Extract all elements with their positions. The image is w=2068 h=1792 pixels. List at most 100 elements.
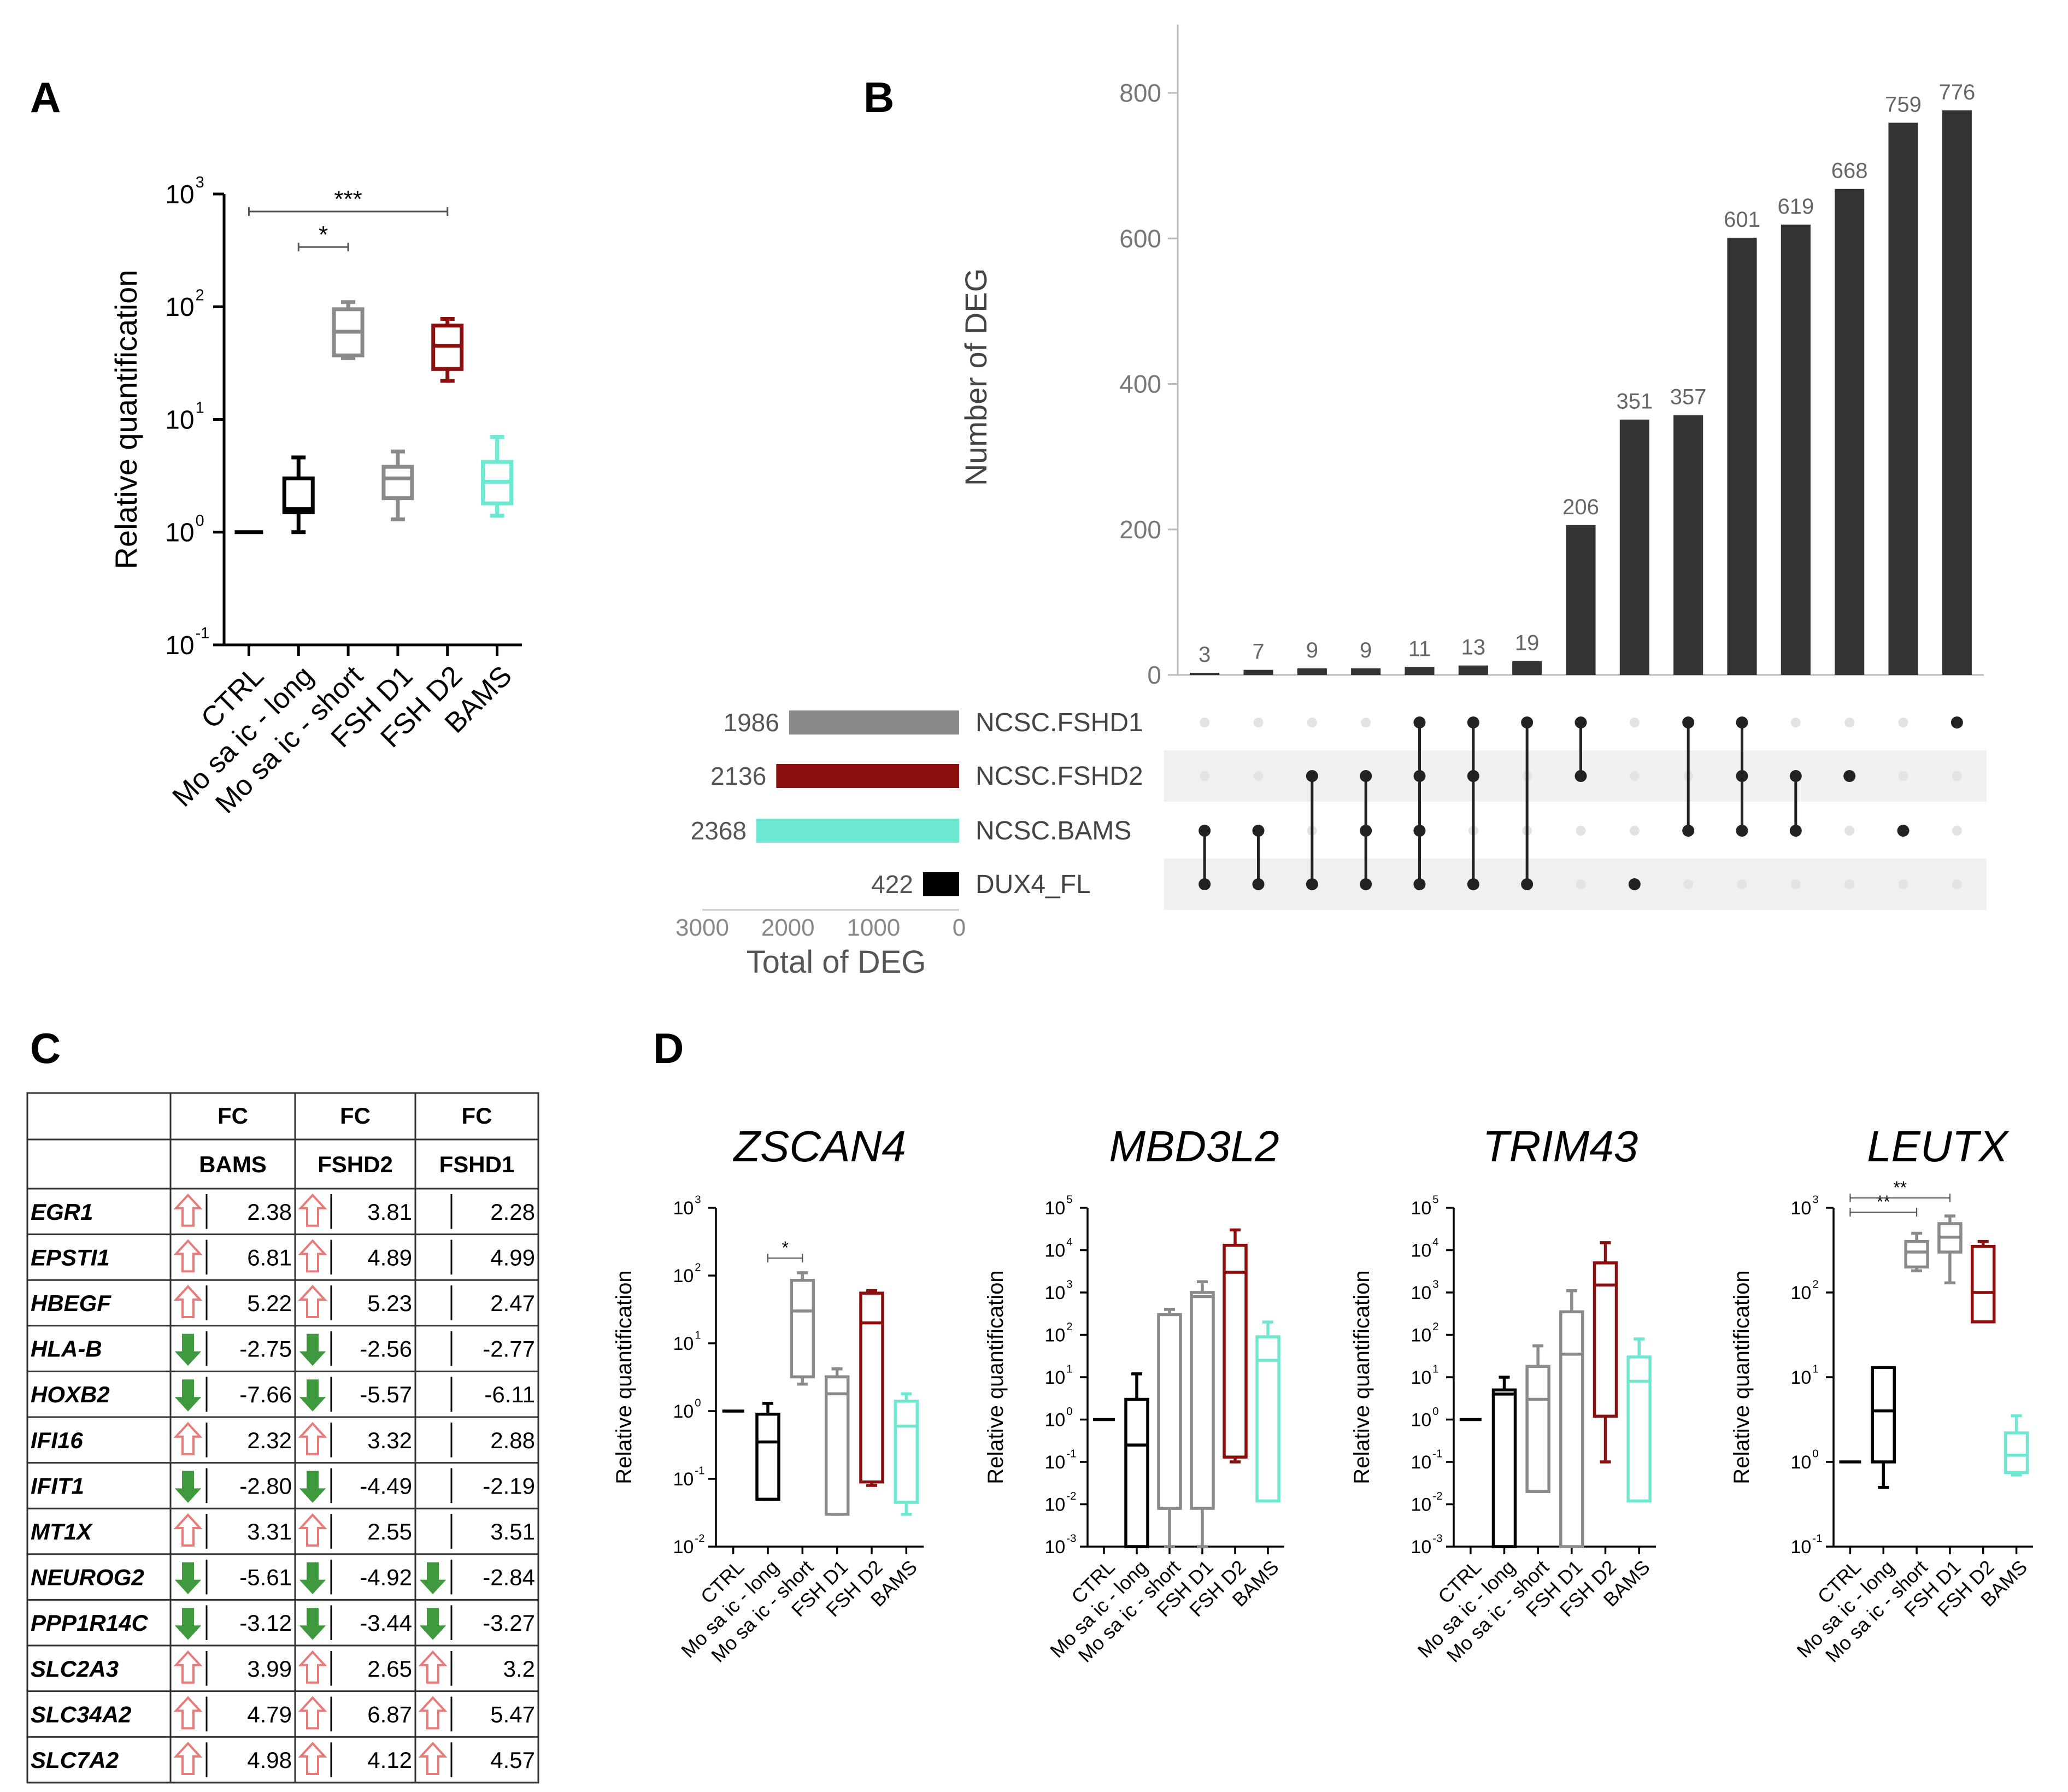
dot-active xyxy=(1628,878,1641,890)
table-value: -4.49 xyxy=(360,1473,412,1499)
table-gene: IFIT1 xyxy=(31,1473,84,1499)
y-tick-exponent: 1 xyxy=(1066,1364,1072,1376)
box-4 xyxy=(1223,1243,1248,1459)
table-value: 2.65 xyxy=(367,1656,412,1682)
y-tick-exponent: 3 xyxy=(1066,1279,1072,1291)
box-2 xyxy=(1904,1239,1929,1269)
table-value: -2.56 xyxy=(360,1336,412,1362)
arrow-down-icon xyxy=(174,1562,202,1595)
y-tick-exponent: -1 xyxy=(1432,1448,1442,1460)
y-tick-exponent: 3 xyxy=(695,1194,701,1206)
arrow-down-icon xyxy=(174,1471,202,1503)
arrow-down-icon xyxy=(419,1608,446,1640)
chart-title: LEUTX xyxy=(1867,1122,2009,1171)
bar-6 xyxy=(1512,661,1542,675)
table-value: -5.57 xyxy=(360,1382,412,1407)
sig-label-0: ** xyxy=(1877,1192,1890,1212)
y-tick-label: 10 xyxy=(1411,1409,1431,1430)
bar-label-9: 357 xyxy=(1670,385,1707,409)
table-value: -6.11 xyxy=(484,1382,535,1407)
box-4 xyxy=(1971,1244,1996,1324)
y-tick-label: 10 xyxy=(1411,1537,1431,1558)
panel-label-d: D xyxy=(653,1024,684,1072)
dot-inactive xyxy=(1253,771,1264,781)
table-value: 5.22 xyxy=(247,1290,292,1316)
dot-inactive xyxy=(1629,826,1640,836)
table-gene: IFI16 xyxy=(31,1427,83,1453)
arrow-down-icon xyxy=(174,1379,202,1412)
box-5 xyxy=(1255,1335,1280,1503)
table-value: 4.79 xyxy=(247,1701,292,1727)
y-tick-label: 10 xyxy=(1411,1494,1431,1515)
dot-inactive xyxy=(1790,879,1801,889)
y-tick-label: 10 xyxy=(1790,1367,1811,1388)
table-value: 2.38 xyxy=(247,1199,292,1225)
arrow-down-icon xyxy=(299,1562,326,1595)
dot-inactive xyxy=(1307,718,1317,727)
bar-label-11: 619 xyxy=(1777,195,1814,219)
y-tick-exponent: 2 xyxy=(1432,1321,1438,1333)
y-tick-exponent: 0 xyxy=(1066,1406,1072,1418)
box-4 xyxy=(859,1291,884,1484)
dot-inactive xyxy=(1952,771,1962,781)
dot-active xyxy=(1843,770,1856,782)
y-tick-label: 10 xyxy=(1790,1198,1811,1219)
row-stripe xyxy=(1164,859,1987,910)
y-tick-label: 400 xyxy=(1119,370,1161,398)
bar-3 xyxy=(1351,668,1381,675)
bar-5 xyxy=(1458,665,1488,675)
table-value: 4.98 xyxy=(247,1747,292,1773)
bar-label-3: 9 xyxy=(1360,638,1372,662)
arrow-up-icon xyxy=(298,1193,327,1227)
panel-b-upset: 0 200 400 600 800 Number of DEG 3 7 9 9 11 13 19 206 3… xyxy=(675,25,1987,980)
y-tick-label: 10 xyxy=(673,1333,694,1354)
dot-active xyxy=(1950,716,1963,728)
y-tick-label: 10 xyxy=(1411,1367,1431,1388)
dot-inactive xyxy=(1576,826,1586,836)
arrow-up-icon xyxy=(173,1513,203,1547)
y-tick-label: 10 xyxy=(1411,1198,1431,1219)
dot-active xyxy=(1897,825,1910,837)
arrow-up-icon xyxy=(298,1513,327,1547)
y-tick-exponent: 0 xyxy=(196,512,204,530)
box-1 xyxy=(1124,1397,1149,1548)
y-tick-exponent: 2 xyxy=(1812,1279,1818,1291)
y-tick-exponent: -1 xyxy=(196,625,210,642)
arrow-up-icon xyxy=(173,1650,203,1684)
table-value: 6.81 xyxy=(247,1244,292,1270)
dot-inactive xyxy=(1790,718,1801,727)
y-tick-exponent: -1 xyxy=(695,1465,704,1477)
y-tick-label: 10 xyxy=(1044,1494,1065,1515)
y-tick-label: 10 xyxy=(1044,1198,1065,1219)
y-tick-exponent: -1 xyxy=(1066,1448,1076,1460)
set-name-3: DUX4_FL xyxy=(976,870,1091,899)
box-3 xyxy=(381,465,414,501)
box-5 xyxy=(894,1400,919,1504)
dot-inactive xyxy=(1898,718,1908,727)
set-axis-tick: 2000 xyxy=(761,914,815,941)
table-header-fc: FC xyxy=(462,1103,492,1129)
y-tick-exponent: 0 xyxy=(1812,1448,1818,1460)
box-5 xyxy=(2004,1431,2029,1474)
arrow-down-icon xyxy=(299,1333,326,1366)
y-tick-exponent: -2 xyxy=(695,1533,704,1545)
y-axis-label: Relative quantification xyxy=(1350,1270,1374,1484)
table-value: -2.77 xyxy=(483,1336,535,1362)
y-tick-label: 10 xyxy=(673,1469,694,1490)
box-3 xyxy=(1559,1310,1584,1548)
arrow-up-icon xyxy=(173,1421,203,1455)
y-tick-exponent: 2 xyxy=(695,1262,701,1274)
table-value: 5.23 xyxy=(367,1290,412,1316)
y-tick-exponent: 3 xyxy=(1812,1194,1818,1206)
y-tick-label: 600 xyxy=(1119,224,1161,252)
table-value: 5.47 xyxy=(490,1701,535,1727)
table-value: 4.89 xyxy=(367,1244,412,1270)
y-tick-label: 10 xyxy=(1790,1452,1811,1473)
dot-inactive xyxy=(1898,771,1908,781)
set-bar-2 xyxy=(756,819,959,843)
table-value: 2.32 xyxy=(247,1427,292,1453)
bar-label-13: 759 xyxy=(1885,93,1922,117)
